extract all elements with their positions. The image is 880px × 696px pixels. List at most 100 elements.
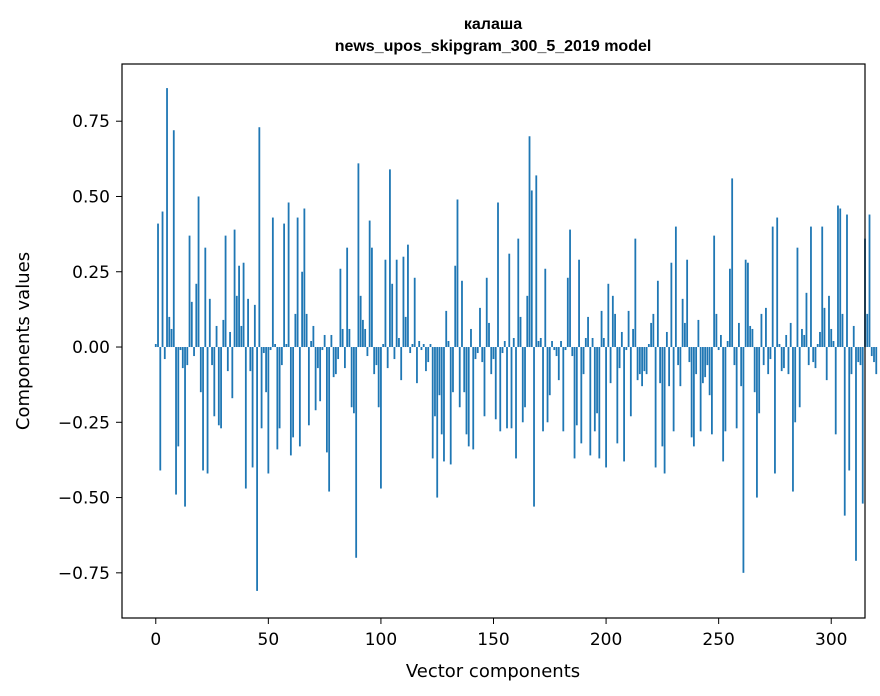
bar (422, 344, 425, 348)
bar (337, 347, 340, 360)
bar (524, 347, 526, 408)
bar (235, 295, 238, 348)
bar (841, 313, 844, 348)
bar (287, 202, 290, 348)
bar (380, 347, 382, 489)
bar (168, 316, 171, 348)
axis-ticks: 0 50 100 150 200 250 300 −0.75 −0.50 −0.25 0.00 0.2… (58, 112, 848, 650)
bar (195, 283, 198, 348)
bar (600, 310, 603, 348)
bar (589, 347, 592, 456)
bar (812, 347, 815, 363)
bar (431, 347, 434, 459)
bar (461, 280, 463, 348)
bar (517, 238, 520, 348)
bar (715, 313, 718, 348)
bar (638, 347, 641, 375)
bar (742, 347, 745, 573)
bar (875, 347, 878, 375)
bar (157, 223, 159, 348)
bar (249, 347, 252, 372)
bar (652, 313, 655, 348)
bar (787, 347, 790, 375)
bar (253, 304, 256, 348)
bar (280, 347, 283, 366)
bar (515, 347, 517, 459)
bar (548, 347, 551, 396)
x-tick-label: 100 (365, 630, 397, 650)
bar (751, 328, 754, 348)
bar (398, 337, 400, 348)
bar (580, 347, 583, 444)
bar (557, 347, 560, 381)
bar (839, 208, 842, 348)
bar (456, 199, 459, 348)
bar (501, 347, 504, 354)
bar (418, 341, 421, 348)
bar (636, 347, 639, 381)
bar (384, 259, 387, 348)
bar (665, 331, 668, 348)
bar (720, 334, 722, 348)
bar (355, 347, 358, 558)
bar (485, 277, 488, 348)
bar (267, 347, 270, 474)
bar (760, 313, 763, 348)
bar (452, 347, 454, 393)
chart-subtitle: news_upos_skipgram_300_5_2019 model (335, 38, 652, 55)
bar (199, 347, 202, 393)
bar (265, 347, 267, 393)
bar (814, 347, 817, 369)
bar (575, 347, 578, 426)
bar (792, 347, 794, 492)
bar (413, 277, 416, 348)
bar (307, 347, 310, 426)
bar (785, 334, 788, 348)
x-tick-label: 0 (150, 630, 161, 650)
bar (729, 268, 731, 348)
bar (843, 347, 846, 516)
bar (193, 347, 195, 357)
bar (301, 271, 304, 348)
bar (533, 347, 535, 507)
bar (262, 347, 265, 354)
bar (463, 347, 466, 393)
bar (711, 347, 713, 435)
bar (530, 190, 533, 348)
bar (810, 226, 812, 348)
bar (794, 347, 797, 423)
bar (668, 347, 671, 387)
bar (708, 347, 711, 396)
bar (364, 328, 367, 348)
bar (771, 226, 774, 348)
bar (276, 347, 279, 450)
bar (512, 337, 515, 348)
bar (519, 316, 522, 348)
bar (803, 334, 806, 348)
bar (348, 328, 351, 348)
bar (476, 347, 479, 354)
bar (316, 347, 319, 369)
bar (260, 347, 263, 429)
bar (474, 347, 477, 360)
bar (404, 316, 407, 348)
bar (492, 347, 495, 360)
bar (154, 344, 157, 348)
bar (744, 259, 747, 348)
bar (801, 328, 803, 348)
bar (724, 347, 727, 432)
bar (269, 347, 272, 351)
bar (197, 196, 200, 348)
bar (647, 344, 650, 348)
bar (747, 262, 749, 348)
bar (560, 341, 562, 348)
bar (375, 347, 378, 366)
bar (434, 347, 436, 417)
bar (211, 347, 213, 366)
bar (611, 295, 614, 348)
bar (769, 347, 772, 360)
bar (852, 325, 855, 348)
bar (393, 347, 396, 360)
bar (310, 341, 313, 348)
bar (632, 328, 634, 348)
